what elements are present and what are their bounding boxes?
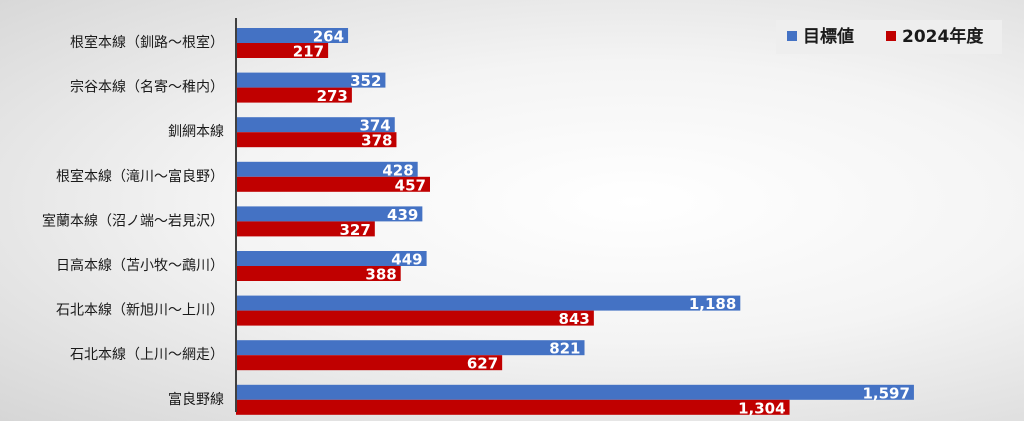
bar-target xyxy=(236,295,741,311)
category-label: 石北本線（新旭川～上川） xyxy=(56,303,224,319)
data-label: 821 xyxy=(549,340,580,358)
data-label: 1,188 xyxy=(689,295,736,313)
bar-target xyxy=(236,72,386,88)
data-label: 428 xyxy=(382,161,413,179)
data-label: 273 xyxy=(317,87,348,105)
data-label: 352 xyxy=(350,72,381,90)
bar-fy2024 xyxy=(236,399,790,415)
bar-fy2024 xyxy=(236,355,503,371)
data-label: 843 xyxy=(559,310,590,328)
bar-fy2024 xyxy=(236,221,375,237)
legend-label: 2024年度 xyxy=(902,26,984,47)
bar-target xyxy=(236,384,914,400)
legend-swatch xyxy=(787,31,797,41)
data-label: 264 xyxy=(313,28,344,46)
category-label: 根室本線（滝川～富良野） xyxy=(56,168,224,185)
bar-target xyxy=(236,340,585,356)
data-label: 457 xyxy=(395,176,426,194)
data-label: 374 xyxy=(359,117,390,135)
bar-fy2024 xyxy=(236,266,401,281)
bar-target xyxy=(236,206,423,222)
data-label: 1,597 xyxy=(862,384,909,402)
legend-swatch xyxy=(886,31,896,41)
bar-target xyxy=(236,251,427,266)
data-label: 388 xyxy=(365,266,396,284)
bar-target xyxy=(236,161,418,177)
data-label: 439 xyxy=(387,206,418,224)
legend-label: 目標値 xyxy=(803,26,854,47)
bar-target xyxy=(236,117,395,133)
data-label: 627 xyxy=(467,355,498,373)
data-label: 378 xyxy=(361,132,392,150)
data-label: 449 xyxy=(391,251,422,269)
data-label: 327 xyxy=(339,221,370,239)
data-label: 1,304 xyxy=(738,399,785,417)
bar-target xyxy=(236,28,349,43)
category-label: 日高本線（苫小牧～鵡川） xyxy=(56,257,224,274)
bar-fy2024 xyxy=(236,132,397,148)
category-label: 釧網本線 xyxy=(168,124,224,140)
legend: 目標値 2024年度 xyxy=(776,20,1002,54)
category-label: 根室本線（釧路～根室） xyxy=(70,34,224,51)
bar-fy2024 xyxy=(236,310,594,326)
category-label: 室蘭本線（沼ノ端～岩見沢） xyxy=(42,212,224,229)
category-label: 石北本線（上川～網走） xyxy=(70,347,224,363)
data-label: 217 xyxy=(293,43,324,61)
bar-fy2024 xyxy=(236,43,329,58)
category-label: 富良野線 xyxy=(168,391,224,408)
bar-fy2024 xyxy=(236,176,430,192)
bar-fy2024 xyxy=(236,87,352,103)
category-label: 宗谷本線（名寄～稚内） xyxy=(70,79,224,96)
